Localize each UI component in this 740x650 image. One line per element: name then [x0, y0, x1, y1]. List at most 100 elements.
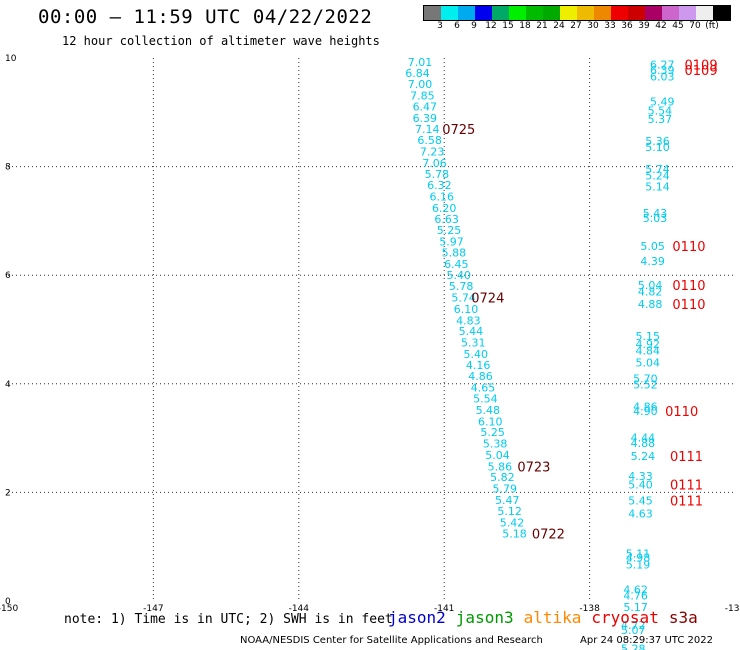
wave-height-label: 5.15 — [636, 330, 661, 343]
wave-height-label: 5.78 — [449, 280, 474, 293]
wave-height-label: 4.86 — [633, 401, 658, 414]
colorbar-swatch — [679, 6, 696, 20]
wave-height-label: 5.88 — [442, 246, 467, 259]
colorbar-swatch — [577, 6, 594, 20]
colorbar-label: 70 — [689, 21, 701, 31]
colorbar-label: 12 — [485, 21, 497, 31]
colorbar-swatch — [526, 6, 543, 20]
colorbar-label: 3 — [437, 21, 443, 31]
wave-height-label: 6.27 — [650, 59, 675, 72]
colorbar-label: 21 — [536, 21, 548, 31]
wave-height-label: 4.76 — [623, 590, 648, 603]
wave-height-label: 5.17 — [623, 601, 648, 614]
wave-height-label: 5.54 — [648, 105, 673, 118]
pass-time-label: 0111 — [670, 450, 703, 465]
pass-time-label: 0723 — [517, 460, 550, 475]
wave-height-label: 5.74 — [451, 292, 476, 305]
wave-height-label: 5.78 — [425, 168, 450, 181]
wave-height-label: 5.40 — [446, 269, 471, 282]
wave-height-label: 6.58 — [417, 134, 442, 147]
wave-height-label: 5.25 — [437, 224, 462, 237]
wave-height-label: 5.19 — [626, 559, 651, 572]
footnote: note: 1) Time is in UTC; 2) SWH is in fe… — [64, 612, 393, 627]
wave-height-label: 4.98 — [626, 552, 651, 565]
wave-height-label: 5.14 — [645, 181, 670, 194]
wave-height-label: 4.63 — [628, 508, 653, 521]
wave-height-label: 4.86 — [468, 370, 493, 383]
pass-time-label: 0110 — [672, 298, 705, 313]
colorbar-label: 15 — [502, 21, 514, 31]
generation-timestamp: Apr 24 08:29:37 UTC 2022 — [580, 635, 713, 646]
colorbar-swatch — [713, 6, 730, 20]
wave-height-label: 4.33 — [628, 470, 653, 483]
wave-height-label: 4.92 — [636, 338, 661, 351]
wave-height-label: 5.04 — [638, 279, 663, 292]
wave-height-label: 5.48 — [476, 404, 501, 417]
colorbar-labels: 3 6 9 12 15 18 21 24 27 30 33 36 39 42 45 70 (ft) — [423, 21, 740, 33]
wave-height-label: 5.07 — [621, 624, 646, 637]
wave-height-label: 4.88 — [638, 298, 663, 311]
colorbar-label: 42 — [655, 21, 667, 31]
wave-height-label: 6.03 — [650, 71, 675, 84]
colorbar-swatch — [441, 6, 458, 20]
pass-time-label: 0725 — [442, 123, 475, 138]
colorbar-swatch — [424, 6, 441, 20]
wave-height-label: 5.86 — [488, 460, 513, 473]
wave-height-label: 5.28 — [621, 642, 646, 650]
wave-height-label: 5.47 — [495, 494, 520, 507]
colorbar-label: 9 — [471, 21, 477, 31]
satellite-legend: jason2 jason3 altika cryosat s3a — [388, 608, 708, 627]
wave-height-label: 6.45 — [444, 258, 469, 271]
wave-height-label: 4.44 — [631, 432, 656, 445]
colorbar-label: 39 — [638, 21, 650, 31]
wave-height-label: 5.40 — [628, 478, 653, 491]
x-tick-label: -141 — [434, 604, 454, 614]
wave-height-label: 6.63 — [434, 213, 459, 226]
x-tick-label: -150 — [0, 604, 18, 614]
wave-height-label: 5.49 — [650, 95, 675, 108]
pass-time-label: 0110 — [672, 279, 705, 294]
colorbar-swatch — [628, 6, 645, 20]
legend-item: s3a — [668, 608, 698, 627]
colorbar-swatch — [594, 6, 611, 20]
wave-height-label: 5.43 — [643, 207, 668, 220]
pass-time-label: 0111 — [670, 495, 703, 510]
y-tick-label: 2 — [5, 488, 11, 498]
colorbar-swatch — [509, 6, 526, 20]
wave-height-label: 6.47 — [413, 100, 438, 113]
pass-time-label: 0109 — [685, 64, 718, 79]
wave-height-label: 7.85 — [410, 90, 435, 103]
wave-height-label: 5.52 — [633, 378, 658, 391]
colorbar-label: 18 — [519, 21, 531, 31]
wave-height-label: 6.20 — [432, 202, 457, 215]
y-tick-label: 6 — [5, 271, 11, 281]
wave-height-label: 7.14 — [415, 123, 440, 136]
legend-item: cryosat — [591, 608, 659, 627]
wave-height-label: 4.39 — [640, 255, 665, 268]
wave-height-label: 5.31 — [461, 337, 486, 350]
wave-height-label: 7.01 — [408, 56, 433, 69]
wave-height-label: 7.00 — [408, 78, 433, 91]
y-tick-label: 4 — [5, 380, 11, 390]
x-tick-label: -138 — [579, 604, 600, 614]
colorbar-swatch — [645, 6, 662, 20]
wave-height-label: 5.54 — [473, 393, 498, 406]
legend-item: jason2 — [388, 608, 446, 627]
colorbar-swatch — [560, 6, 577, 20]
colorbar-swatch — [458, 6, 475, 20]
colorbar-label: 30 — [587, 21, 599, 31]
wave-height-label: 5.46 — [621, 648, 646, 650]
x-tick-label: -147 — [143, 604, 163, 614]
colorbar-label: 24 — [553, 21, 565, 31]
wave-height-label: 5.05 — [640, 240, 665, 253]
wave-height-label: 4.90 — [633, 405, 658, 418]
chart-title: 00:00 – 11:59 UTC 04/22/2022 — [38, 6, 373, 28]
pass-time-label: 0111 — [670, 478, 703, 493]
pass-time-label: 0724 — [471, 292, 504, 307]
wave-height-label: 7.23 — [420, 145, 445, 158]
wave-height-label: 5.36 — [645, 135, 670, 148]
wave-height-label: 6.39 — [413, 112, 438, 125]
wave-height-label: 5.12 — [497, 505, 522, 518]
legend-item: altika — [523, 608, 582, 627]
